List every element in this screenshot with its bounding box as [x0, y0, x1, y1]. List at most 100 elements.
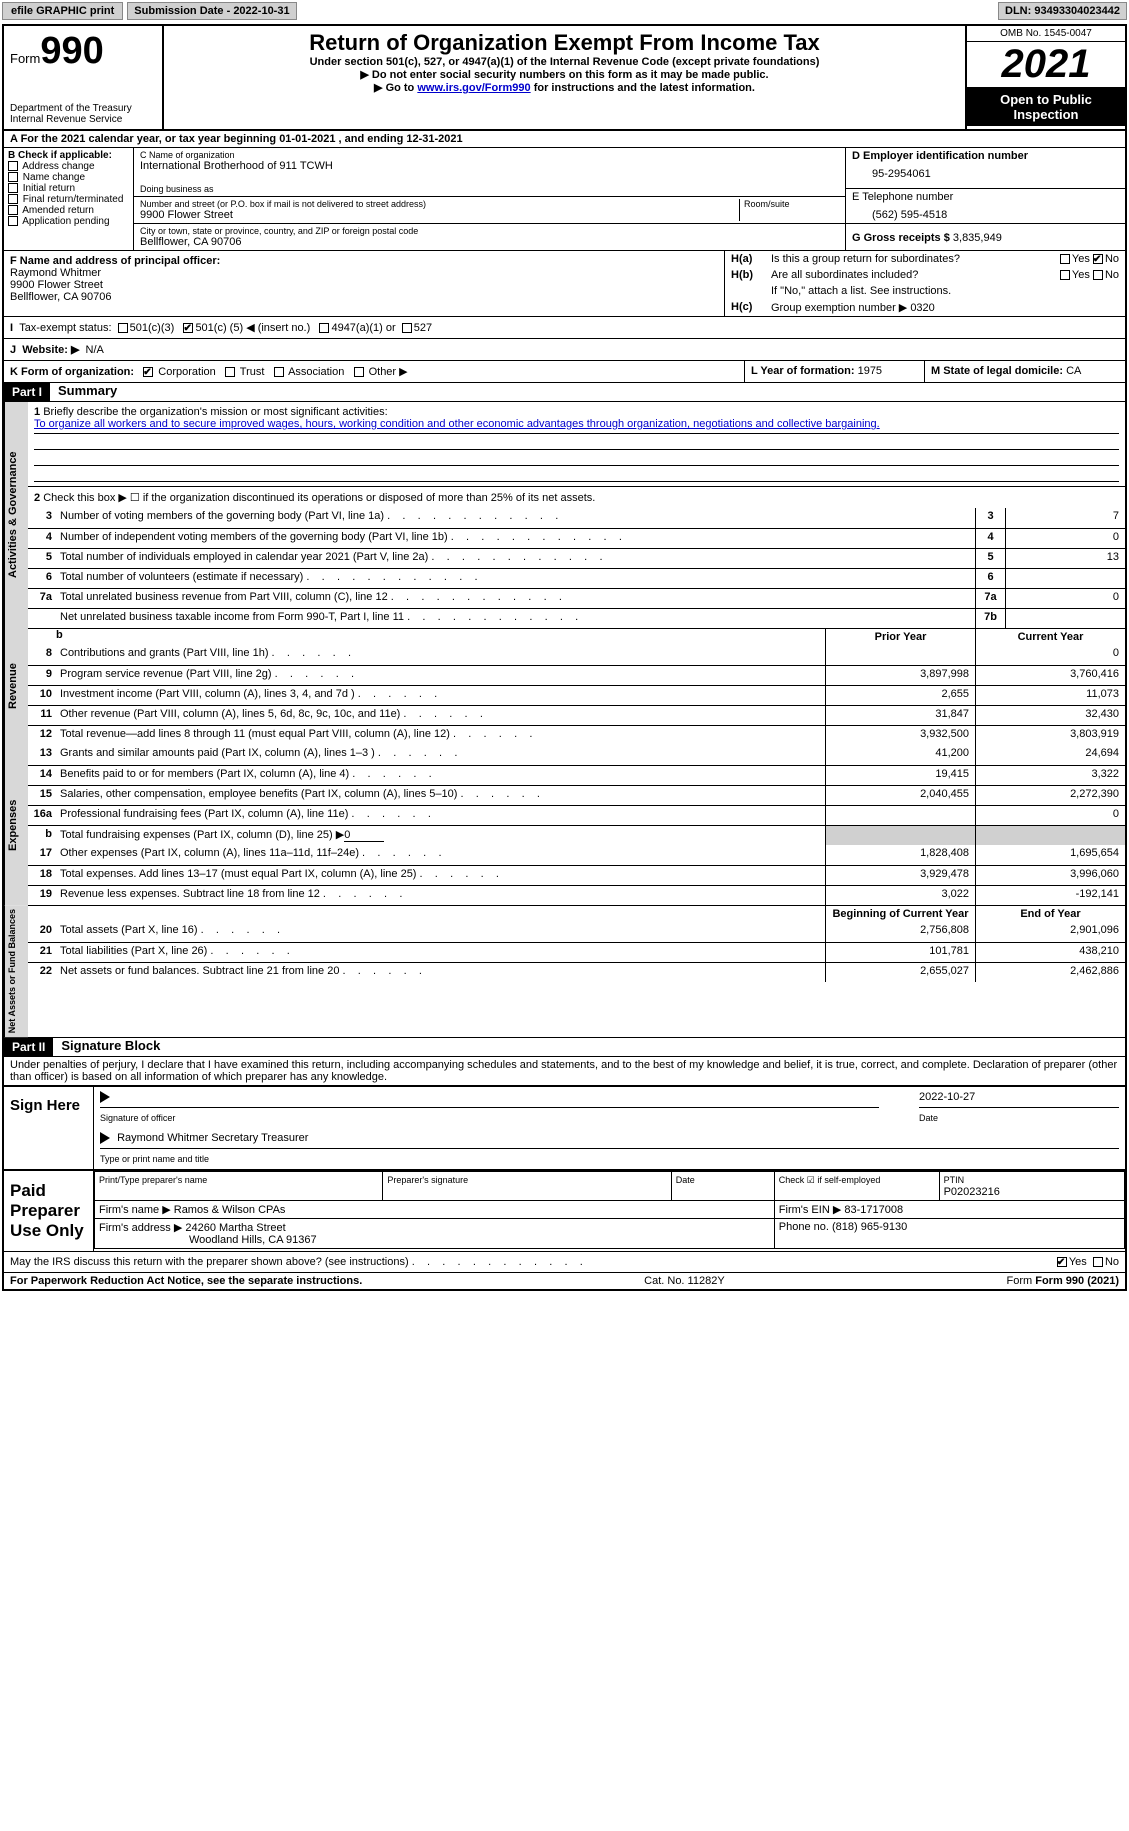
box-f-label: F Name and address of principal officer:: [10, 255, 220, 267]
ptin-label: PTIN: [944, 1175, 965, 1185]
line-num: 15: [28, 786, 56, 805]
check-corp[interactable]: [143, 367, 153, 377]
prior-value: 3,929,478: [825, 866, 975, 885]
ptin-value: P02023216: [944, 1186, 1000, 1198]
line-num: 16a: [28, 806, 56, 825]
declaration-text: Under penalties of perjury, I declare th…: [4, 1056, 1125, 1085]
line-box: 4: [975, 529, 1005, 548]
opt-527: 527: [414, 322, 432, 334]
opt-assoc: Association: [288, 366, 344, 378]
goto-pre: ▶ Go to: [374, 82, 417, 94]
discuss-yes[interactable]: [1057, 1257, 1067, 1267]
firm-ein: 83-1717008: [844, 1204, 903, 1216]
check-501c[interactable]: [183, 323, 193, 333]
tax-status-label: Tax-exempt status:: [19, 322, 111, 334]
check-app-pending[interactable]: [8, 216, 18, 226]
check-4947[interactable]: [319, 323, 329, 333]
hb-yes[interactable]: [1060, 270, 1070, 280]
current-value: 3,322: [975, 766, 1125, 785]
dept-treasury: Department of the Treasury: [10, 103, 156, 114]
check-final-return[interactable]: [8, 194, 18, 204]
ein-label: D Employer identification number: [852, 150, 1028, 162]
line-box: 7a: [975, 589, 1005, 608]
line-desc: Total liabilities (Part X, line 26): [56, 943, 825, 962]
col-end-year: End of Year: [975, 906, 1125, 922]
check-trust[interactable]: [225, 367, 235, 377]
firm-addr1: 24260 Martha Street: [185, 1222, 285, 1234]
sig-date-label: Date: [919, 1113, 938, 1123]
col-begin-year: Beginning of Current Year: [825, 906, 975, 922]
line-num: 6: [28, 569, 56, 588]
tax-status-row: I Tax-exempt status: 501(c)(3) 501(c) (5…: [4, 316, 1125, 338]
check-address-change[interactable]: [8, 161, 18, 171]
line-desc: Salaries, other compensation, employee b…: [56, 786, 825, 805]
submission-date: Submission Date - 2022-10-31: [127, 2, 296, 20]
col-prior-year: Prior Year: [825, 629, 975, 645]
line-num: [28, 609, 56, 628]
check-initial-return[interactable]: [8, 183, 18, 193]
prior-value: 2,655: [825, 686, 975, 705]
tab-revenue: Revenue: [4, 628, 28, 745]
prior-value: 3,932,500: [825, 726, 975, 745]
firm-ein-label: Firm's EIN ▶: [779, 1204, 842, 1216]
phone-value: (562) 595-4518: [852, 203, 1119, 221]
line-desc: Program service revenue (Part VIII, line…: [56, 666, 825, 685]
line-value: 0: [1005, 589, 1125, 608]
line-num: 21: [28, 943, 56, 962]
current-value: 3,996,060: [975, 866, 1125, 885]
hb-note: If "No," attach a list. See instructions…: [771, 285, 1119, 297]
line-box: 7b: [975, 609, 1005, 628]
org-address: 9900 Flower Street: [140, 209, 739, 221]
no-label-2: No: [1105, 269, 1119, 281]
yes-label: Yes: [1072, 253, 1090, 265]
klm-row: K Form of organization: Corporation Trus…: [4, 360, 1125, 382]
prior-value: 1,828,408: [825, 845, 975, 865]
discuss-no-label: No: [1105, 1256, 1119, 1268]
top-bar: efile GRAPHIC print Submission Date - 20…: [0, 0, 1129, 22]
line-num: 3: [28, 508, 56, 528]
m-label: M State of legal domicile:: [931, 365, 1063, 377]
opt-corp: Corporation: [158, 366, 215, 378]
line-desc: Other revenue (Part VIII, column (A), li…: [56, 706, 825, 725]
check-amended[interactable]: [8, 205, 18, 215]
line-num: 9: [28, 666, 56, 685]
dba-label: Doing business as: [140, 184, 839, 194]
sig-officer-label: Signature of officer: [100, 1113, 175, 1123]
check-name-change[interactable]: [8, 172, 18, 182]
officer-addr1: 9900 Flower Street: [10, 279, 103, 291]
firm-phone-label: Phone no.: [779, 1221, 829, 1233]
tab-governance: Activities & Governance: [4, 402, 28, 628]
ha-yes[interactable]: [1060, 254, 1070, 264]
current-value: 3,803,919: [975, 726, 1125, 745]
prep-date-label: Date: [676, 1175, 695, 1185]
check-other[interactable]: [354, 367, 364, 377]
line-box: 5: [975, 549, 1005, 568]
mission-text: To organize all workers and to secure im…: [34, 418, 1119, 434]
line-desc: Total unrelated business revenue from Pa…: [56, 589, 975, 608]
line-desc: Number of voting members of the governin…: [56, 508, 975, 528]
ha-no[interactable]: [1093, 254, 1103, 264]
col-current-year: Current Year: [975, 629, 1125, 645]
opt-name-change: Name change: [23, 172, 85, 183]
yes-label-2: Yes: [1072, 269, 1090, 281]
hc-label: H(c): [731, 301, 771, 314]
line2-text: Check this box ▶ ☐ if the organization d…: [43, 492, 595, 504]
line-desc: Contributions and grants (Part VIII, lin…: [56, 645, 825, 665]
hb-no[interactable]: [1093, 270, 1103, 280]
arrow-icon: [100, 1091, 110, 1103]
discuss-no[interactable]: [1093, 1257, 1103, 1267]
check-527[interactable]: [402, 323, 412, 333]
tab-net-assets: Net Assets or Fund Balances: [4, 905, 28, 1037]
form-footer-pre: Form: [1007, 1275, 1036, 1287]
opt-trust: Trust: [240, 366, 265, 378]
form-number: 990: [40, 30, 103, 72]
no-ssn-note: ▶ Do not enter social security numbers o…: [174, 68, 955, 81]
discuss-text: May the IRS discuss this return with the…: [10, 1256, 409, 1268]
form990-link[interactable]: www.irs.gov/Form990: [417, 82, 530, 94]
check-501c3[interactable]: [118, 323, 128, 333]
efile-print-button[interactable]: efile GRAPHIC print: [2, 2, 123, 20]
state-domicile: CA: [1066, 365, 1081, 377]
line-desc: Total assets (Part X, line 16): [56, 922, 825, 942]
sig-name-value: Raymond Whitmer Secretary Treasurer: [117, 1132, 308, 1144]
check-assoc[interactable]: [274, 367, 284, 377]
